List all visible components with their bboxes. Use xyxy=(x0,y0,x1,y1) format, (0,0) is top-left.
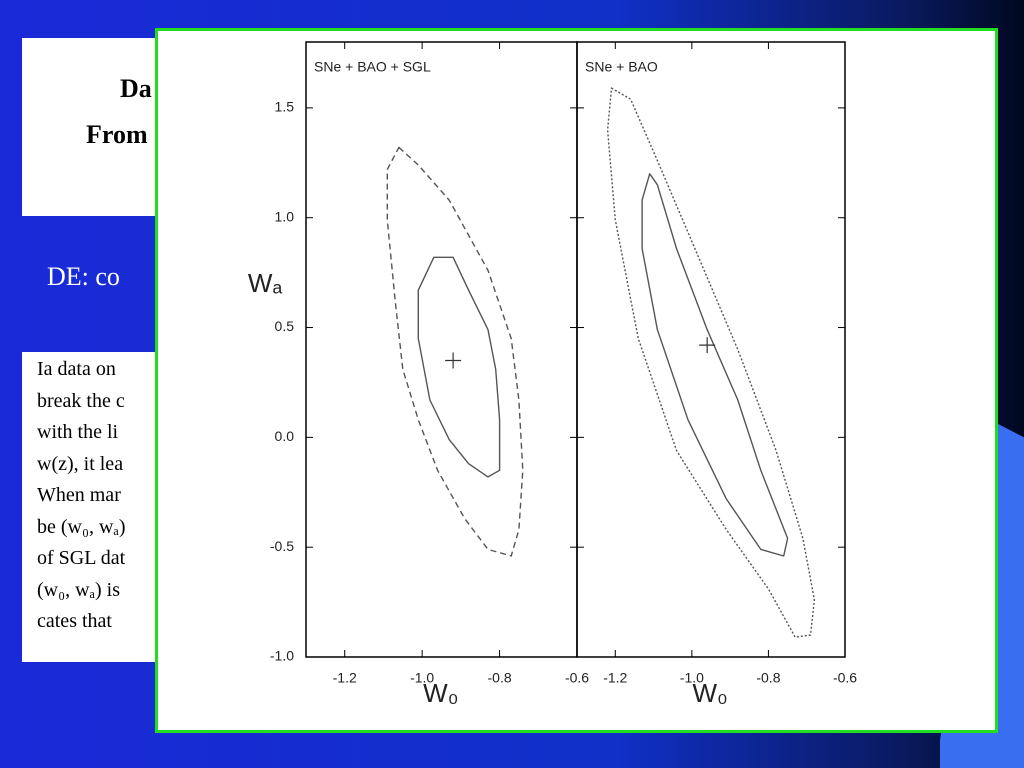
contour xyxy=(386,146,524,557)
y-tick-label: 0.5 xyxy=(275,318,295,334)
body-line: cates that xyxy=(37,610,112,632)
body-line: of SGL dat xyxy=(37,547,126,569)
title-box: Da From xyxy=(22,38,162,216)
contour xyxy=(417,256,501,478)
body-line: When mar xyxy=(37,484,121,506)
x-axis-label: W₀ xyxy=(692,678,727,708)
body-line: Ia data on xyxy=(37,358,116,380)
best-fit-marker xyxy=(699,337,716,354)
x-tick-label: -0.8 xyxy=(756,670,780,686)
title-line: Da xyxy=(120,74,152,103)
body-line: be (w₀, wₐ) xyxy=(37,515,126,538)
panel-title: SNe + BAO xyxy=(585,59,658,75)
x-tick-label: -1.2 xyxy=(603,670,627,686)
y-tick-label: -1.0 xyxy=(270,648,294,664)
body-line: break the c xyxy=(37,389,125,412)
contour xyxy=(641,173,789,557)
x-tick-label: -0.6 xyxy=(565,670,589,686)
x-axis-label: W₀ xyxy=(423,678,458,708)
plot-frame xyxy=(305,41,578,658)
y-tick-label: 1.0 xyxy=(275,208,295,224)
x-tick-label: -1.0 xyxy=(410,670,434,686)
contour xyxy=(606,87,816,638)
y-tick-label: 0.0 xyxy=(275,428,295,444)
y-axis-label: Wₐ xyxy=(248,268,283,298)
body-text: Ia data on break the c with the li w(z), it… xyxy=(22,352,162,662)
body-line: (w₀, wₐ) is xyxy=(37,578,120,601)
y-tick-label: -0.5 xyxy=(270,538,294,554)
x-tick-label: -0.6 xyxy=(833,670,857,686)
body-line: w(z), it lea xyxy=(37,452,124,475)
x-tick-label: -1.0 xyxy=(680,670,704,686)
plot-frame xyxy=(576,41,846,658)
title-line: From xyxy=(86,120,148,149)
best-fit-marker xyxy=(445,352,462,369)
x-tick-label: -1.2 xyxy=(333,670,357,686)
panel-title: SNe + BAO + SGL xyxy=(314,59,431,75)
subtitle: DE: co xyxy=(47,262,120,291)
body-line: with the li xyxy=(37,421,119,443)
y-tick-label: 1.5 xyxy=(275,99,295,115)
x-tick-label: -0.8 xyxy=(488,670,512,686)
